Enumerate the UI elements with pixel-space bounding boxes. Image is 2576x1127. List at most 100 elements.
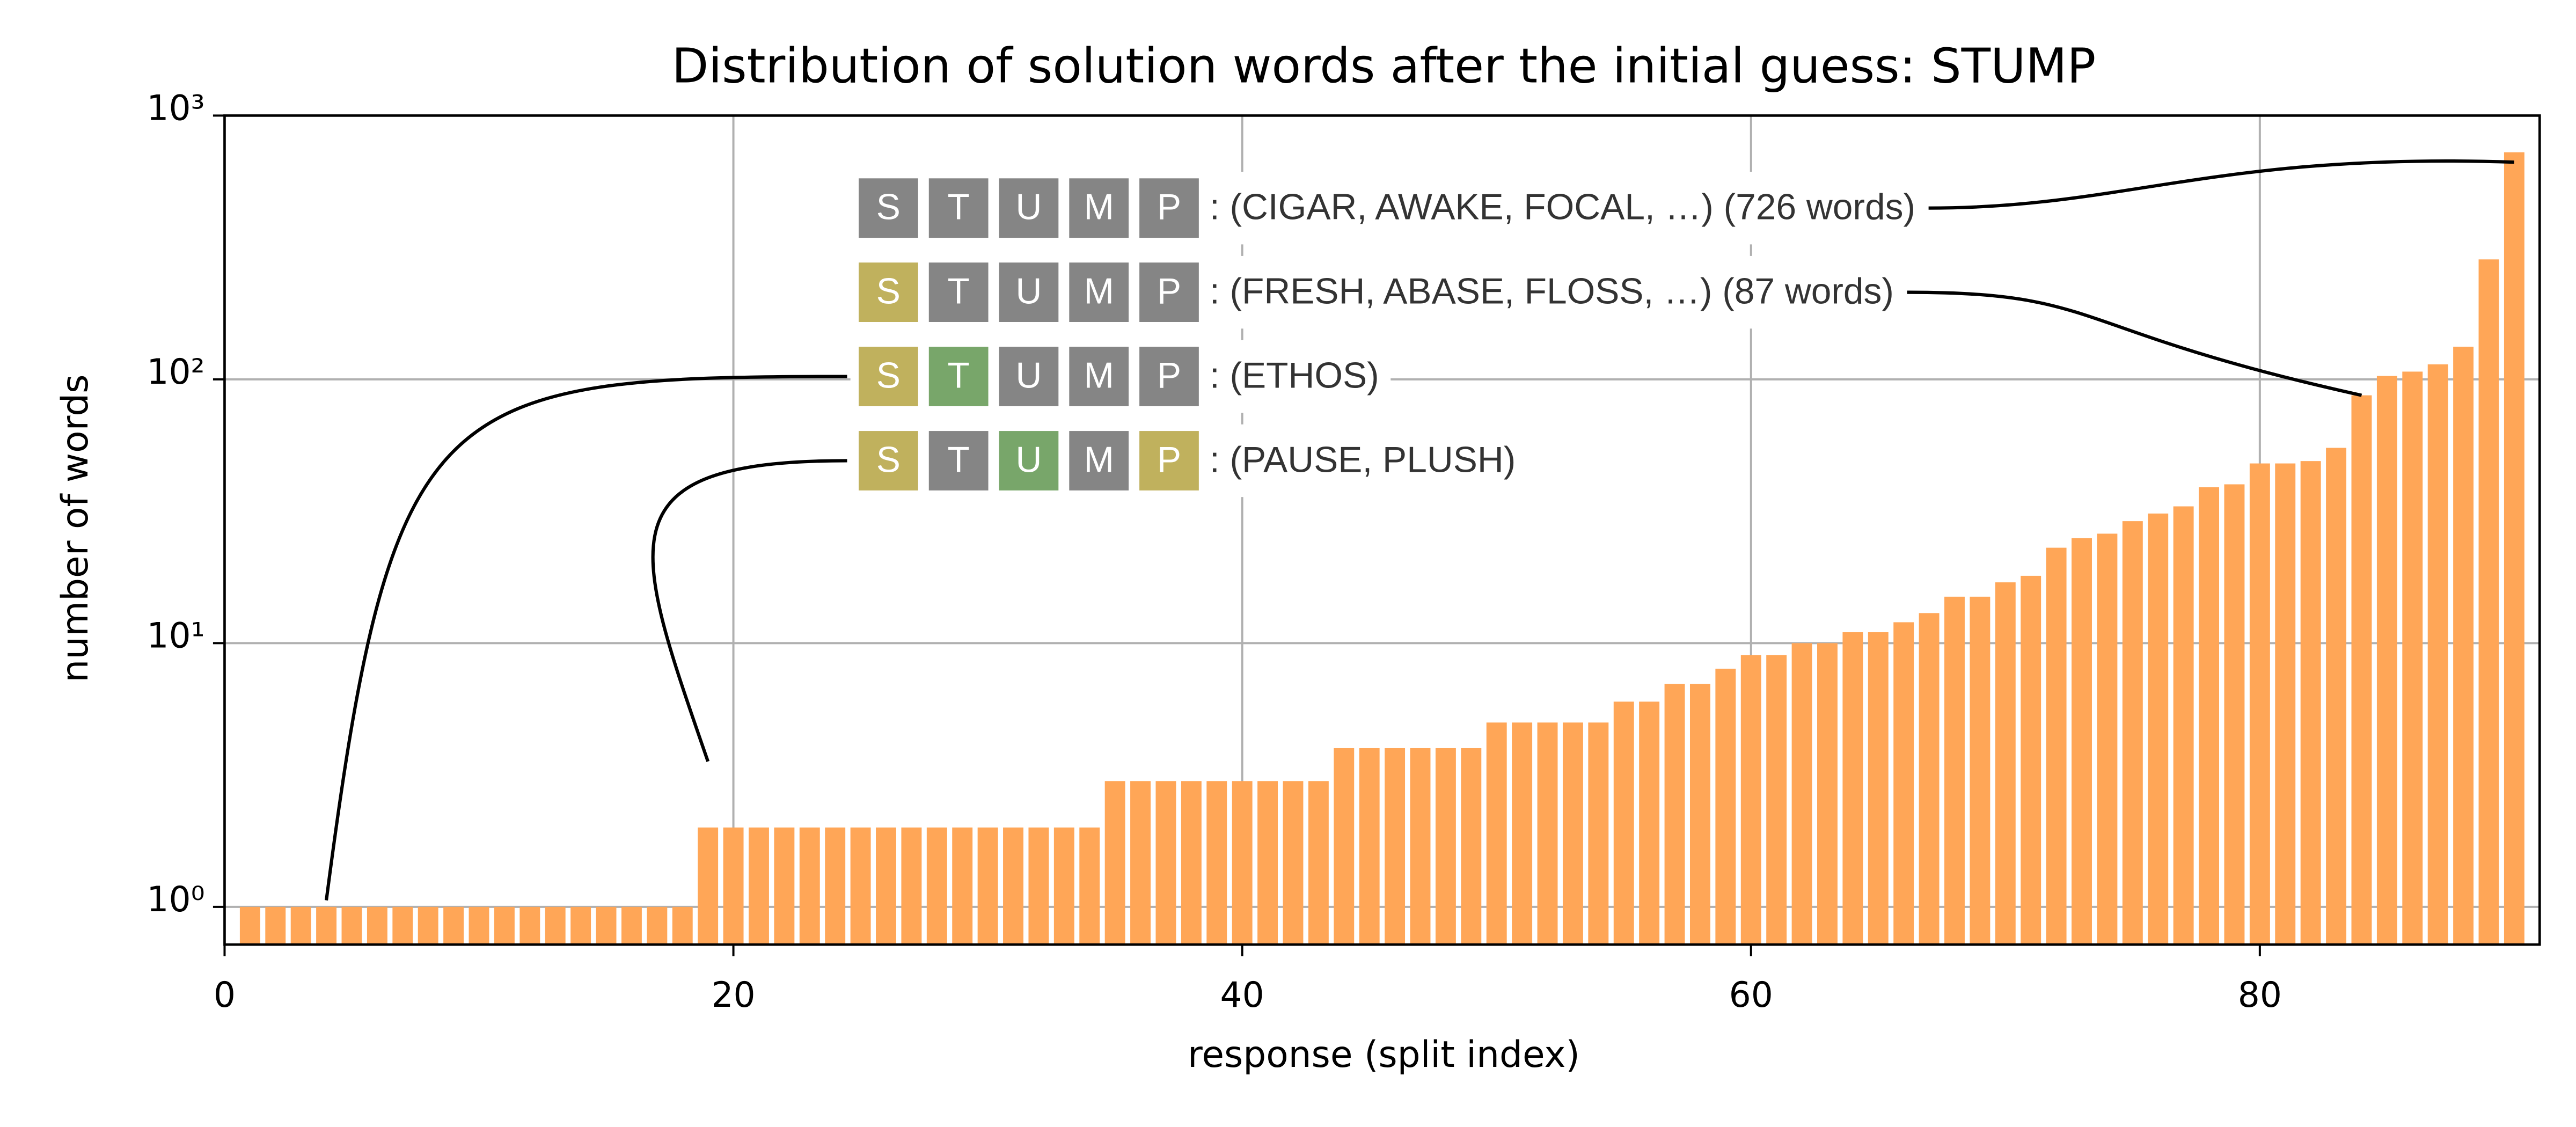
bar xyxy=(825,827,846,945)
bar xyxy=(2351,395,2372,945)
bar xyxy=(1893,622,1914,945)
bar xyxy=(2046,547,2067,945)
bar xyxy=(316,906,337,945)
bar xyxy=(2097,533,2118,945)
x-axis-label: response (split index) xyxy=(1188,1033,1580,1075)
bar xyxy=(952,827,973,945)
bar xyxy=(1003,827,1023,945)
bar xyxy=(1995,582,2016,945)
y-axis-label: number of words xyxy=(54,375,96,683)
tile xyxy=(928,347,989,406)
bar xyxy=(977,827,998,945)
tile-letter: T xyxy=(947,272,969,312)
tile xyxy=(859,262,918,322)
tile-letter: S xyxy=(876,440,901,480)
tile-letter: P xyxy=(1157,187,1181,228)
bar xyxy=(698,827,719,945)
bar xyxy=(1817,643,1838,945)
bar xyxy=(2275,463,2296,945)
x-tick-label: 60 xyxy=(1729,975,1773,1015)
bar xyxy=(850,827,871,945)
bar xyxy=(1664,684,1685,945)
bar xyxy=(1079,827,1100,945)
bar xyxy=(1308,781,1329,945)
bar xyxy=(1232,781,1253,945)
tile xyxy=(928,431,989,491)
bar xyxy=(1766,655,1787,945)
annotations: S T U M P: (CIGAR, AWAKE, FOCAL, …) (726 wor… xyxy=(325,159,2514,901)
tile xyxy=(928,178,989,238)
bar xyxy=(1919,613,1940,945)
bar xyxy=(392,906,413,945)
tile xyxy=(1069,178,1129,238)
x-tick-label: 0 xyxy=(214,975,236,1015)
x-tick-label: 20 xyxy=(711,975,755,1015)
bar xyxy=(2021,575,2041,945)
y-tick-label: 10² xyxy=(147,352,204,392)
axes: 10⁰ 10¹ 10² 10³ 0 20 40 60 80 xyxy=(147,89,2541,1015)
annotation-arrow xyxy=(1928,159,2514,210)
tile-letter: S xyxy=(876,355,901,396)
bar xyxy=(2199,487,2220,945)
bar xyxy=(545,906,566,945)
tile xyxy=(999,178,1059,238)
bar xyxy=(2148,513,2169,945)
bar xyxy=(1613,701,1634,945)
bar xyxy=(1588,722,1609,945)
tile-letter: P xyxy=(1157,272,1181,312)
tile-letter: S xyxy=(876,272,901,312)
bar xyxy=(1435,748,1456,945)
bars xyxy=(239,152,2524,945)
tile-letter: U xyxy=(1015,187,1042,228)
bar xyxy=(1359,748,1380,945)
tile-letter: M xyxy=(1084,272,1114,312)
bar xyxy=(1283,781,1304,945)
tile-letter: T xyxy=(947,440,969,480)
tile-letter: U xyxy=(1015,355,1042,396)
bar xyxy=(367,906,387,945)
bar xyxy=(1740,655,1761,945)
x-tick-label: 40 xyxy=(1220,975,1264,1015)
bar xyxy=(341,906,362,945)
tile xyxy=(1139,262,1199,322)
tile-letter: T xyxy=(947,355,969,396)
tile xyxy=(1069,431,1129,491)
bar xyxy=(723,827,744,945)
tile xyxy=(859,178,918,238)
bar xyxy=(901,827,922,945)
bar xyxy=(2504,152,2524,945)
tile xyxy=(1069,262,1129,322)
bar xyxy=(418,906,438,945)
bar xyxy=(1410,748,1431,945)
tile-letter: M xyxy=(1084,355,1114,396)
bar xyxy=(774,827,795,945)
bar xyxy=(1537,722,1558,945)
tile xyxy=(859,431,918,491)
bar xyxy=(1970,596,1990,945)
y-tick-label: 10³ xyxy=(147,89,204,129)
bar xyxy=(621,906,642,945)
tile xyxy=(859,347,918,406)
tile-letter: S xyxy=(876,187,901,228)
bar xyxy=(2300,461,2321,945)
bar xyxy=(494,906,515,945)
bar xyxy=(1104,781,1125,945)
bar xyxy=(2122,521,2143,945)
tile-letter: M xyxy=(1084,440,1114,480)
bar xyxy=(1130,781,1151,945)
bar xyxy=(799,827,820,945)
bar xyxy=(1944,596,1965,945)
bar xyxy=(2427,364,2448,945)
bar xyxy=(1334,748,1355,945)
tile-letter: U xyxy=(1015,440,1042,480)
tile-letter: P xyxy=(1157,355,1181,396)
tile-letter: T xyxy=(947,187,969,228)
bar xyxy=(1715,669,1736,945)
bar xyxy=(2173,506,2194,945)
bar xyxy=(1181,781,1202,945)
annotation-arrow xyxy=(651,459,847,762)
x-tick-label: 80 xyxy=(2238,975,2282,1015)
bar xyxy=(1689,684,1710,945)
bar xyxy=(1868,632,1889,945)
bar xyxy=(1562,722,1583,945)
